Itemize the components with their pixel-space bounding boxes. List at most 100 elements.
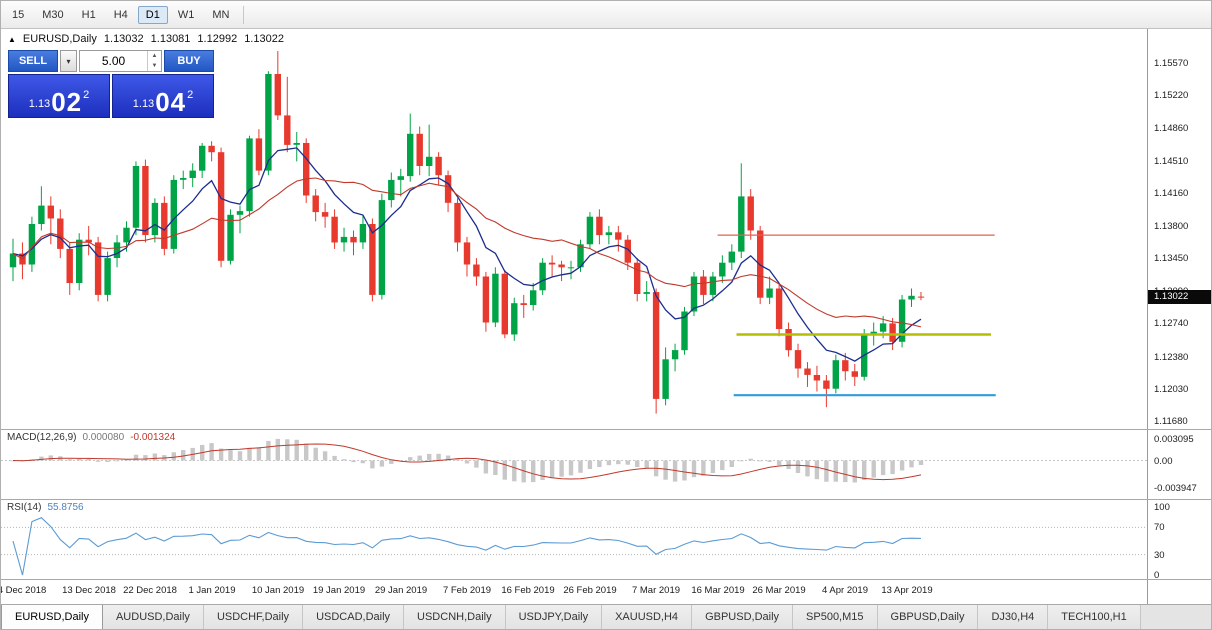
macd-tick: 0.003095 [1154,434,1194,445]
macd-label: MACD(12,26,9) 0.000080 -0.001324 [7,432,175,443]
chart-tab-tech100-h1[interactable]: TECH100,H1 [1048,605,1141,629]
date-label: 19 Jan 2019 [312,585,366,596]
volume-stepper[interactable]: ▲ ▼ [147,51,161,71]
timeframe-button-mn[interactable]: MN [212,8,230,21]
buy-button[interactable]: BUY [164,50,214,72]
rsi-label: RSI(14) 55.8756 [7,502,84,513]
macd-pane[interactable] [1,429,1147,499]
rsi-tick: 0 [1154,570,1160,581]
date-label: 22 Dec 2018 [123,585,177,596]
timeframe-button-h4[interactable]: H4 [113,8,128,21]
ohlc-low: 1.12992 [197,33,238,45]
volume-input[interactable]: 5.00 ▲ ▼ [79,50,162,72]
price-tick: 1.12030 [1154,384,1189,395]
chart-tab-audusd-daily[interactable]: AUDUSD,Daily [102,605,204,629]
ma-fast-line[interactable] [12,147,922,362]
date-axis: 4 Dec 2018 13 Dec 2018 22 Dec 2018 1 Jan 20… [1,579,1147,604]
date-label: 16 Feb 2019 [501,585,555,596]
chart-header: ▲ EURUSD,Daily 1.13032 1.13081 1.12992 1… [8,33,284,45]
rsi-tick: 100 [1154,502,1170,513]
chart-window: ▲ EURUSD,Daily 1.13032 1.13081 1.12992 1… [1,29,1211,604]
price-tick: 1.13800 [1154,221,1189,232]
macd-value: 0.000080 [82,432,125,443]
date-label: 7 Mar 2019 [631,585,681,596]
price-tick: 1.11680 [1154,416,1188,427]
chart-tab-gbpusd-daily[interactable]: GBPUSD,Daily [692,605,794,629]
macd-name: MACD(12,26,9) [7,432,77,443]
chart-tab-xauusd-h4[interactable]: XAUUSD,H4 [602,605,693,629]
price-axis: 1.13022 1.15570 1.15220 1.14860 1.14510 1.14… [1147,29,1211,604]
price-tick: 1.14860 [1154,123,1189,134]
chart-tab-usdcad-daily[interactable]: USDCAD,Daily [303,605,405,629]
ohlc-open: 1.13032 [103,33,144,45]
date-label: 13 Dec 2018 [62,585,116,596]
rsi-value: 55.8756 [47,502,84,513]
price-tick: 1.14160 [1154,188,1189,199]
date-label: 4 Apr 2019 [822,585,868,596]
bid-pips: 02 [51,87,83,117]
date-label: 16 Mar 2019 [691,585,745,596]
date-label: 26 Mar 2019 [752,585,806,596]
chart-tab-eurusd-daily[interactable]: EURUSD,Daily [1,605,103,629]
chevron-down-icon: ▾ [66,56,71,66]
one-click-trading-widget: SELL ▾ 5.00 ▲ ▼ BUY 1.13 02 2 1 [8,50,214,118]
date-label: 4 Dec 2018 [1,585,47,596]
rsi-axis: 100 70 30 0 [1148,499,1211,581]
date-label: 13 Apr 2019 [881,585,933,596]
main-price-axis: 1.13022 1.15570 1.15220 1.14860 1.14510 1.14… [1148,29,1211,429]
chart-tab-gbpusd-daily[interactable]: GBPUSD,Daily [877,605,979,629]
ma-slow-line[interactable] [12,177,922,328]
price-tick: 1.15570 [1154,58,1189,69]
chart-tab-usdjpy-daily[interactable]: USDJPY,Daily [505,605,603,629]
sell-button[interactable]: SELL [8,50,58,72]
price-tick: 1.15220 [1154,90,1189,101]
rsi-name: RSI(14) [7,502,42,513]
timeframe-button-d1[interactable]: D1 [137,5,168,24]
pane-divider[interactable] [1,499,1211,500]
macd-tick: -0.003947 [1154,483,1197,494]
timeframe-button-m30[interactable]: M30 [42,8,64,21]
current-price-badge: 1.13022 [1148,290,1211,304]
price-tick: 1.12740 [1154,318,1189,329]
ask-price-button[interactable]: 1.13 04 2 [112,74,214,118]
bid-prefix: 1.13 [28,98,51,110]
candlestick-series [9,51,925,414]
macd-tick: 0.00 [1154,456,1173,467]
spinner-down-icon[interactable]: ▼ [151,63,158,69]
order-type-dropdown[interactable]: ▾ [60,50,77,72]
spinner-up-icon[interactable]: ▲ [151,53,158,59]
timeframe-button-h1[interactable]: H1 [81,8,96,21]
rsi-tick: 70 [1154,522,1165,533]
date-label: 7 Feb 2019 [442,585,492,596]
rsi-pane[interactable] [1,499,1147,579]
rsi-line [12,517,922,576]
price-tick: 1.13450 [1154,253,1189,264]
rsi-tick: 30 [1154,550,1165,561]
macd-axis: 0.003095 0.00 -0.003947 [1148,429,1211,499]
pane-divider[interactable] [1,429,1211,430]
price-tick: 1.12380 [1154,352,1189,363]
toolbar-separator [243,5,245,24]
date-label: 1 Jan 2019 [188,585,236,596]
bid-pipette: 2 [83,89,90,101]
date-label: 10 Jan 2019 [251,585,305,596]
chart-tab-bar: EURUSD,Daily AUDUSD,Daily USDCHF,Daily USDC… [1,604,1211,629]
volume-value: 5.00 [101,54,126,68]
ohlc-high: 1.13081 [150,33,191,45]
date-label: 26 Feb 2019 [563,585,617,596]
symbol-marker-icon: ▲ [8,34,16,44]
chart-symbol: EURUSD,Daily [22,33,97,45]
price-tick: 1.14510 [1154,156,1189,167]
chart-tab-dj30-h4[interactable]: DJ30,H4 [978,605,1049,629]
chart-tab-usdcnh-daily[interactable]: USDCNH,Daily [404,605,506,629]
timeframe-button-15[interactable]: 15 [12,8,25,21]
timeframe-button-w1[interactable]: W1 [177,8,195,21]
ohlc-close: 1.13022 [244,33,284,45]
macd-signal-line [12,443,922,481]
pane-divider [1,579,1211,580]
bid-price-button[interactable]: 1.13 02 2 [8,74,110,118]
price-chart-pane[interactable] [1,29,1147,429]
chart-tab-sp500-m15[interactable]: SP500,M15 [793,605,878,629]
chart-tab-usdchf-daily[interactable]: USDCHF,Daily [203,605,304,629]
